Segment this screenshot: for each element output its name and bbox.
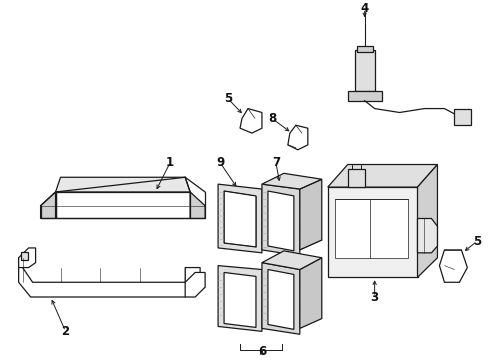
Text: 5: 5: [473, 235, 482, 248]
Polygon shape: [19, 258, 200, 297]
Polygon shape: [185, 273, 205, 297]
Polygon shape: [300, 258, 322, 328]
Polygon shape: [300, 179, 322, 250]
Text: 5: 5: [224, 92, 232, 105]
Polygon shape: [262, 251, 322, 270]
Text: 6: 6: [258, 346, 266, 359]
Polygon shape: [19, 248, 36, 267]
Polygon shape: [240, 109, 262, 133]
Polygon shape: [262, 263, 300, 334]
Polygon shape: [357, 46, 372, 51]
Polygon shape: [190, 192, 205, 219]
Polygon shape: [288, 125, 308, 150]
Polygon shape: [328, 187, 417, 277]
Polygon shape: [262, 174, 322, 189]
Polygon shape: [55, 192, 190, 219]
Text: 2: 2: [61, 325, 70, 338]
Polygon shape: [21, 252, 27, 260]
Polygon shape: [454, 109, 471, 125]
Polygon shape: [348, 91, 382, 101]
Polygon shape: [224, 273, 256, 328]
Text: 1: 1: [166, 156, 174, 169]
Polygon shape: [55, 177, 190, 192]
Polygon shape: [218, 266, 262, 331]
Polygon shape: [355, 50, 375, 91]
Polygon shape: [335, 199, 408, 258]
Polygon shape: [41, 192, 55, 219]
Text: 4: 4: [361, 2, 369, 15]
Text: 8: 8: [268, 112, 276, 125]
Polygon shape: [262, 184, 300, 256]
Text: 9: 9: [216, 156, 224, 169]
Polygon shape: [348, 170, 365, 187]
Polygon shape: [224, 191, 256, 247]
Polygon shape: [440, 250, 467, 282]
Polygon shape: [417, 219, 438, 253]
Polygon shape: [268, 191, 294, 251]
Polygon shape: [417, 165, 438, 277]
Polygon shape: [268, 270, 294, 329]
Polygon shape: [218, 184, 262, 253]
Polygon shape: [328, 165, 438, 187]
Text: 7: 7: [272, 156, 280, 169]
Text: 3: 3: [370, 291, 379, 303]
